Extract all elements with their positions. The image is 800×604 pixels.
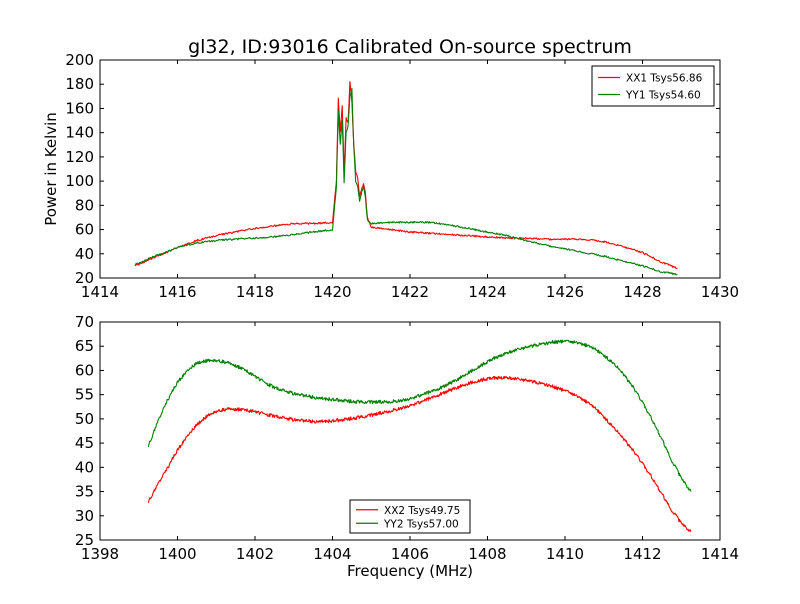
top-y-tick-label: 40 [75, 245, 94, 263]
top-legend-box [591, 65, 715, 107]
top-series-group [134, 80, 678, 276]
bottom-y-tick-label: 60 [75, 361, 94, 379]
bottom-plot: 1398 1400 1402 1404 1406 1408 1410 1412 1414 25 30… [75, 313, 739, 580]
top-y-tick-label: 80 [75, 196, 94, 214]
bottom-series-line-2 [147, 339, 692, 492]
top-x-tick-label: 1426 [546, 283, 584, 301]
bottom-x-tick-label: 1400 [158, 545, 196, 563]
top-legend: XX1 Tsys56.86 YY1 Tsys54.60 [591, 65, 715, 107]
top-y-axis-label: Power in Kelvin [42, 112, 60, 226]
top-x-tick-label: 1430 [701, 283, 739, 301]
bottom-x-tick-label: 1406 [391, 545, 429, 563]
top-x-tick-label: 1424 [468, 283, 506, 301]
bottom-y-tick-label: 35 [75, 483, 94, 501]
top-plot: gl32, ID:93016 Calibrated On-source spec… [42, 36, 739, 301]
top-y-tick-label: 100 [65, 172, 94, 190]
bottom-y-tick-label: 30 [75, 507, 94, 525]
top-x-tick-label: 1420 [313, 283, 351, 301]
bottom-x-tick-label: 1410 [546, 545, 584, 563]
top-series-line-2 [134, 87, 678, 276]
bottom-y-tick-label: 70 [75, 313, 94, 331]
top-y-tick-label: 180 [65, 75, 94, 93]
top-chart-title: gl32, ID:93016 Calibrated On-source spec… [188, 36, 632, 58]
top-x-tick-label: 1414 [81, 283, 119, 301]
top-x-tick-label: 1418 [236, 283, 274, 301]
top-y-tick-label: 20 [75, 269, 94, 287]
bottom-x-tick-label: 1414 [701, 545, 739, 563]
bottom-y-tick-label: 25 [75, 531, 94, 549]
bottom-y-tick-label: 65 [75, 337, 94, 355]
bottom-x-tick-label: 1404 [313, 545, 351, 563]
top-x-tick-label: 1428 [623, 283, 661, 301]
top-series-line-1 [134, 80, 678, 270]
bottom-legend-box [349, 499, 471, 534]
bottom-x-tick-label: 1412 [623, 545, 661, 563]
bottom-x-tick-label: 1402 [236, 545, 274, 563]
top-y-tick-label: 200 [65, 51, 94, 69]
bottom-y-tick-label: 45 [75, 434, 94, 452]
bottom-y-tick-label: 50 [75, 410, 94, 428]
top-legend-label-1: XX1 Tsys56.86 [626, 73, 703, 85]
bottom-x-tick-label: 1408 [468, 545, 506, 563]
top-x-tick-label: 1416 [158, 283, 196, 301]
bottom-series-line-1 [147, 375, 692, 532]
top-y-tick-label: 140 [65, 124, 94, 142]
bottom-y-tick-label: 55 [75, 386, 94, 404]
top-legend-label-2: YY1 Tsys54.60 [625, 90, 701, 102]
bottom-y-tick-label: 40 [75, 458, 94, 476]
top-y-tick-label: 60 [75, 221, 94, 239]
bottom-series-group [147, 339, 692, 532]
bottom-x-tick-label: 1398 [81, 545, 119, 563]
bottom-x-axis-label: Frequency (MHz) [347, 562, 473, 580]
bottom-legend-label-2: YY2 Tsys57.00 [383, 518, 459, 530]
top-x-tick-label: 1422 [391, 283, 429, 301]
top-y-tick-label: 120 [65, 148, 94, 166]
top-y-tick-label: 160 [65, 99, 94, 117]
bottom-legend-label-1: XX2 Tsys49.75 [384, 505, 460, 517]
